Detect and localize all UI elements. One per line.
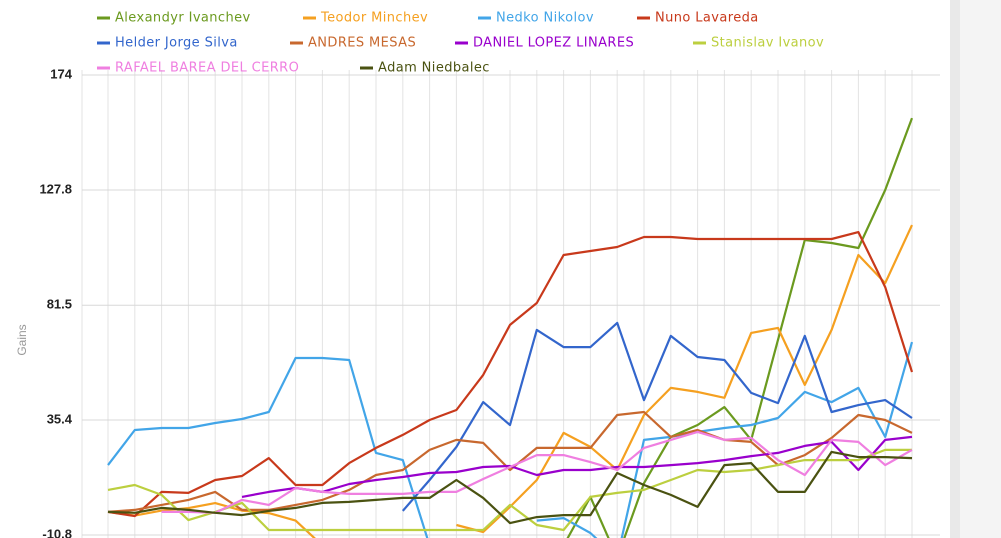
legend-label: Teodor Minchev bbox=[320, 11, 428, 26]
y-tick-label: 127.8 bbox=[39, 181, 72, 196]
y-axis-title: Gains bbox=[15, 324, 29, 355]
series-line bbox=[566, 117, 914, 538]
legend-label: ANDRES MESAS bbox=[308, 36, 416, 51]
legend-label: Nedko Nikolov bbox=[496, 11, 594, 26]
series-line bbox=[107, 448, 912, 532]
legend-label: DANIEL LOPEZ LINARES bbox=[473, 36, 634, 51]
y-tick-label: 81.5 bbox=[47, 297, 72, 312]
y-tick-label: 35.4 bbox=[47, 411, 73, 426]
legend-label: Nuno Lavareda bbox=[655, 11, 759, 26]
legend-label: Stanislav Ivanov bbox=[711, 36, 824, 51]
series-line bbox=[107, 450, 913, 525]
y-tick-label: 174 bbox=[50, 66, 72, 81]
series-line bbox=[161, 430, 913, 514]
series-line bbox=[107, 341, 914, 538]
legend-label: Helder Jorge Silva bbox=[115, 36, 238, 51]
legend-label: Alexandyr Ivanchev bbox=[115, 11, 251, 26]
y-axis: -10.8 35.4 81.5 127.8 174 bbox=[39, 66, 72, 538]
side-panel-inner bbox=[960, 0, 1001, 538]
plot bbox=[107, 117, 914, 538]
y-tick-label: -10.8 bbox=[42, 526, 72, 538]
legend: Alexandyr Ivanchev Teodor Minchev Nedko Ni… bbox=[97, 11, 824, 76]
series-line bbox=[401, 321, 913, 512]
legend-label: RAFAEL BAREA DEL CERRO bbox=[115, 61, 299, 76]
series-line bbox=[241, 435, 913, 498]
legend-label: Adam Niedbalec bbox=[378, 61, 490, 76]
grid bbox=[81, 70, 940, 538]
series-line bbox=[107, 231, 914, 518]
series-line bbox=[107, 224, 913, 538]
